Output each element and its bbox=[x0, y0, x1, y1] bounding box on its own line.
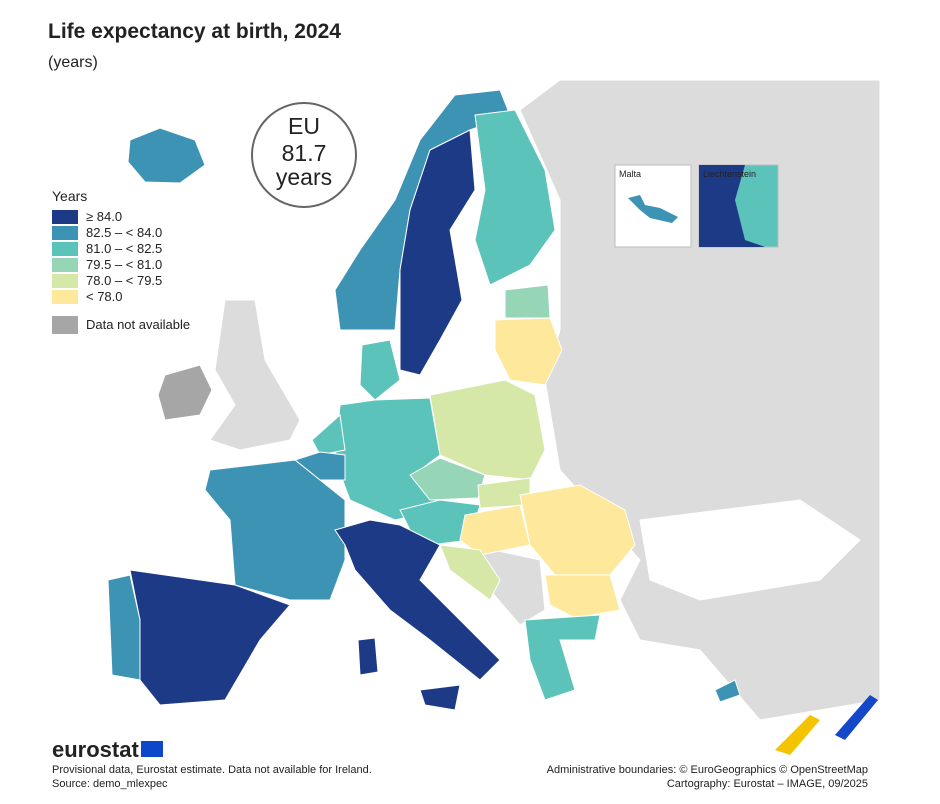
great-britain bbox=[209, 299, 301, 451]
portugal bbox=[107, 574, 141, 681]
badge-circle bbox=[251, 102, 357, 208]
legend-swatch bbox=[52, 316, 78, 334]
denmark bbox=[359, 339, 401, 401]
eu-badge: EU 81.7 years bbox=[251, 102, 357, 208]
logo-yellow bbox=[775, 715, 820, 755]
brand: eurostat bbox=[52, 737, 139, 762]
footer-source: Source: demo_mlexpec bbox=[52, 778, 168, 790]
subtitle: (years) bbox=[48, 54, 98, 71]
footer-boundaries: Administrative boundaries: © EuroGeograp… bbox=[547, 764, 868, 776]
baltic-states bbox=[494, 317, 563, 386]
footer-note: Provisional data, Eurostat estimate. Dat… bbox=[52, 764, 372, 776]
inset-liechtenstein: Liechtenstein bbox=[698, 164, 779, 248]
black-sea bbox=[639, 499, 861, 601]
ireland bbox=[157, 364, 213, 421]
badge-value: 81.7 bbox=[282, 140, 327, 166]
france bbox=[204, 459, 346, 601]
inset-frame bbox=[614, 164, 692, 248]
logo-blue bbox=[835, 695, 878, 740]
hungary bbox=[459, 504, 531, 556]
malta bbox=[628, 195, 678, 223]
bulgaria bbox=[544, 574, 621, 619]
map bbox=[107, 79, 881, 721]
badge-unit: years bbox=[276, 164, 332, 190]
liechtenstein bbox=[699, 165, 765, 247]
estonia bbox=[504, 284, 551, 319]
italy bbox=[334, 519, 501, 681]
inset-label: Liechtenstein bbox=[703, 169, 756, 179]
badge-label: EU bbox=[288, 113, 320, 139]
sardinia bbox=[357, 637, 379, 676]
legend-swatch bbox=[52, 210, 78, 224]
legend-label: 79.5 – < 81.0 bbox=[86, 257, 162, 272]
legend-swatch bbox=[52, 290, 78, 304]
footer-cartography: Cartography: Eurostat – IMAGE, 09/2025 bbox=[667, 778, 868, 790]
cyprus bbox=[714, 679, 741, 703]
legend-label: 82.5 – < 84.0 bbox=[86, 225, 162, 240]
inset-malta: Malta bbox=[614, 164, 692, 248]
legend-label: ≥ 84.0 bbox=[86, 209, 122, 224]
iceland bbox=[127, 127, 206, 184]
finland bbox=[474, 109, 556, 286]
sicily bbox=[419, 684, 461, 711]
title: Life expectancy at birth, 2024 bbox=[48, 20, 341, 43]
legend-label: < 78.0 bbox=[86, 289, 123, 304]
eu-flag bbox=[141, 741, 163, 757]
legend-swatch bbox=[52, 274, 78, 288]
netherlands bbox=[311, 414, 346, 456]
legend-label: 78.0 – < 79.5 bbox=[86, 273, 162, 288]
legend: Years ≥ 84.082.5 – < 84.081.0 – < 82.579… bbox=[52, 188, 190, 334]
legend-title: Years bbox=[52, 188, 87, 204]
inset-label: Malta bbox=[619, 169, 641, 179]
legend-swatch bbox=[52, 242, 78, 256]
sweden bbox=[399, 129, 476, 376]
croatia bbox=[439, 544, 501, 601]
legend-label: Data not available bbox=[86, 317, 190, 332]
legend-label: 81.0 – < 82.5 bbox=[86, 241, 162, 256]
poland bbox=[429, 379, 546, 481]
legend-swatch bbox=[52, 226, 78, 240]
romania bbox=[519, 484, 636, 576]
legend-swatch bbox=[52, 258, 78, 272]
greece bbox=[524, 614, 601, 701]
